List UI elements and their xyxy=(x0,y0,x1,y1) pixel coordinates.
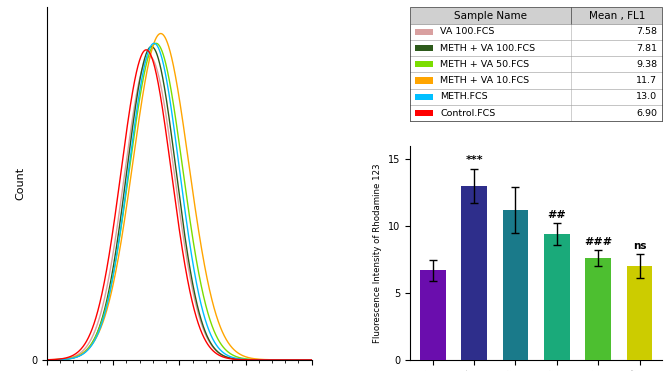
Text: 9.38: 9.38 xyxy=(636,60,657,69)
Text: 6.90: 6.90 xyxy=(636,109,657,118)
Text: Control.FCS: Control.FCS xyxy=(440,109,496,118)
Text: ns: ns xyxy=(633,241,646,251)
Text: METH + VA 10.FCS: METH + VA 10.FCS xyxy=(440,76,529,85)
Text: ###: ### xyxy=(584,237,612,247)
Y-axis label: Fluorescence Intensity of Rhodamine 123: Fluorescence Intensity of Rhodamine 123 xyxy=(373,163,383,343)
Bar xyxy=(410,7,662,24)
Text: VA 100.FCS: VA 100.FCS xyxy=(440,27,494,36)
Bar xyxy=(410,72,662,89)
Bar xyxy=(502,210,529,360)
Bar xyxy=(410,105,662,121)
Text: ##: ## xyxy=(547,210,566,220)
Text: 7.81: 7.81 xyxy=(636,43,657,53)
Bar xyxy=(415,29,433,35)
Text: ***: *** xyxy=(466,155,483,165)
Bar xyxy=(415,45,433,51)
Bar xyxy=(410,24,662,40)
Bar xyxy=(410,56,662,72)
Bar xyxy=(415,94,433,100)
Text: Sample Name: Sample Name xyxy=(454,10,527,20)
Bar xyxy=(420,270,446,360)
Bar xyxy=(415,78,433,83)
Text: 7.58: 7.58 xyxy=(636,27,657,36)
Bar xyxy=(544,234,570,360)
Text: METH + VA 100.FCS: METH + VA 100.FCS xyxy=(440,43,535,53)
Text: METH + VA 50.FCS: METH + VA 50.FCS xyxy=(440,60,529,69)
Bar xyxy=(410,89,662,105)
Text: 11.7: 11.7 xyxy=(636,76,657,85)
Bar xyxy=(415,110,433,116)
Bar xyxy=(415,61,433,68)
Bar xyxy=(462,186,487,360)
Bar xyxy=(410,40,662,56)
Text: 13.0: 13.0 xyxy=(636,92,657,101)
Bar xyxy=(585,258,611,360)
Bar xyxy=(627,266,652,360)
Text: METH.FCS: METH.FCS xyxy=(440,92,488,101)
Y-axis label: Count: Count xyxy=(15,167,25,200)
Text: Mean , FL1: Mean , FL1 xyxy=(589,10,645,20)
